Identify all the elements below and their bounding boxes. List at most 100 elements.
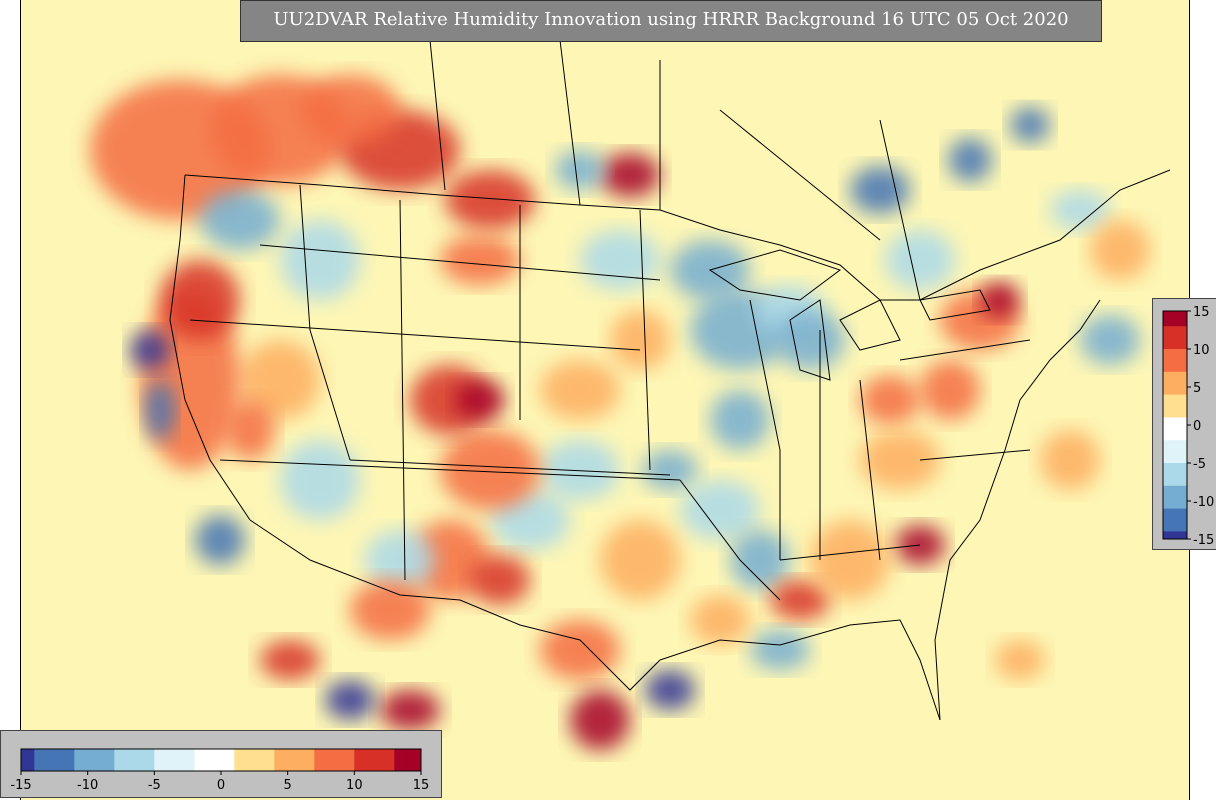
- innovation-blob: [350, 580, 430, 640]
- colorbar-v-swatch: [1163, 516, 1187, 525]
- innovation-blob: [470, 555, 530, 605]
- innovation-blob: [145, 380, 175, 440]
- boundary-line: [679, 479, 781, 601]
- colorbar-v-swatch: [1163, 349, 1187, 358]
- colorbar-v-tick-label: 10: [1193, 343, 1210, 358]
- colorbar-h-swatch: [207, 749, 222, 771]
- colorbar-h-swatch: [247, 749, 262, 771]
- colorbar-v-swatch: [1163, 402, 1187, 411]
- innovation-blob: [380, 690, 440, 730]
- colorbar-h-tick-label: -15: [10, 778, 31, 793]
- innovation-blob: [300, 75, 400, 145]
- colorbar-v-swatch: [1163, 379, 1187, 388]
- boundary-line: [899, 339, 1031, 361]
- boundary-line: [189, 319, 641, 351]
- colorbar-h-swatch: [21, 749, 35, 771]
- innovation-blob: [810, 520, 890, 600]
- innovation-blob: [775, 310, 845, 370]
- colorbar-h-swatch: [274, 749, 289, 771]
- innovation-blob: [195, 515, 245, 565]
- innovation-blob: [200, 190, 280, 250]
- colorbar-v-swatch: [1163, 356, 1187, 365]
- innovation-blob: [1080, 315, 1140, 365]
- colorbar-h-swatch: [74, 749, 89, 771]
- boundary-line: [399, 199, 406, 581]
- innovation-blob: [455, 380, 505, 420]
- boundary-line: [184, 169, 1171, 301]
- colorbar-h-swatch: [381, 749, 395, 771]
- colorbar-h-swatch: [114, 749, 129, 771]
- colorbar-horizontal: -15 -10 -5 0 5 10 15: [0, 730, 442, 798]
- colorbar-h-swatch: [141, 749, 155, 771]
- colorbar-v-swatch: [1163, 341, 1187, 350]
- colorbar-h-swatch: [327, 749, 342, 771]
- colorbar-v-swatch: [1163, 523, 1187, 532]
- boundary-line: [429, 39, 446, 191]
- colorbar-v-swatch: [1163, 318, 1187, 327]
- colorbar-h-swatch: [127, 749, 142, 771]
- innovation-blob: [540, 440, 620, 500]
- boundary-line: [749, 299, 781, 560]
- innovation-blob: [160, 260, 240, 340]
- boundary-line: [779, 544, 921, 561]
- colorbar-h-swatch: [354, 749, 369, 771]
- innovation-blob: [225, 400, 275, 460]
- colorbar-h-swatch: [261, 749, 275, 771]
- innovation-blob: [690, 595, 750, 645]
- colorbar-v-swatch: [1163, 387, 1187, 396]
- colorbar-h-swatch: [87, 749, 102, 771]
- colorbar-v-swatch: [1163, 425, 1187, 434]
- innovation-blob: [995, 640, 1045, 680]
- colorbar-v-swatch: [1163, 470, 1187, 479]
- colorbar-v-swatch: [1163, 531, 1187, 540]
- innovation-blob: [600, 520, 680, 600]
- colorbar-v-tick-label: -5: [1193, 457, 1206, 472]
- colorbar-v-swatch: [1163, 478, 1187, 487]
- innovation-blob: [730, 530, 790, 590]
- colorbar-h-tick-label: -5: [148, 778, 161, 793]
- innovation-blob: [540, 360, 620, 420]
- boundary-line: [719, 109, 881, 241]
- colorbar-h-swatch: [221, 749, 235, 771]
- innovation-blob: [645, 670, 695, 710]
- colorbar-v-tick-label: -15: [1193, 533, 1214, 548]
- colorbar-v-swatch: [1163, 447, 1187, 456]
- colorbar-h-swatch: [47, 749, 62, 771]
- innovation-blob: [680, 480, 760, 540]
- boundary-line: [789, 299, 831, 381]
- colorbar-v-swatch: [1163, 364, 1187, 373]
- state-boundaries: [169, 39, 1171, 721]
- colorbar-h-swatch: [234, 749, 249, 771]
- colorbar-v-swatch: [1163, 485, 1187, 494]
- innovation-blob: [770, 580, 830, 620]
- colorbar-v-swatch: [1163, 409, 1187, 418]
- innovation-blob: [280, 220, 360, 300]
- colorbar-v-swatch: [1163, 326, 1187, 335]
- colorbar-h-swatch: [154, 749, 169, 771]
- boundary-line: [259, 244, 661, 281]
- colorbar-h-tick-label: 10: [346, 778, 363, 793]
- colorbar-h-tick-label: 15: [413, 778, 430, 793]
- innovation-blob: [920, 360, 980, 420]
- colorbar-v-swatch: [1163, 440, 1187, 449]
- innovation-field: [90, 75, 1150, 750]
- boundary-line: [219, 459, 681, 481]
- colorbar-h-swatch: [394, 749, 409, 771]
- boundary-line: [349, 459, 671, 476]
- colorbar-h-swatch: [194, 749, 209, 771]
- innovation-blob: [1010, 107, 1050, 143]
- boundary-line: [859, 379, 881, 561]
- boundary-line: [659, 619, 941, 721]
- humidity-innovation-map: [20, 0, 1190, 800]
- colorbar-v-tick-label: 0: [1193, 419, 1201, 434]
- map-title: UU2DVAR Relative Humidity Innovation usi…: [240, 0, 1102, 42]
- innovation-blob: [240, 340, 320, 420]
- boundary-line: [299, 184, 351, 461]
- innovation-blob: [280, 440, 360, 520]
- colorbar-h-swatch: [34, 749, 49, 771]
- boundary-line: [879, 119, 921, 301]
- innovation-blob: [642, 450, 698, 490]
- colorbar-h-swatch: [101, 749, 115, 771]
- colorbar-h-tick-label: -10: [77, 778, 98, 793]
- innovation-blob: [850, 166, 910, 214]
